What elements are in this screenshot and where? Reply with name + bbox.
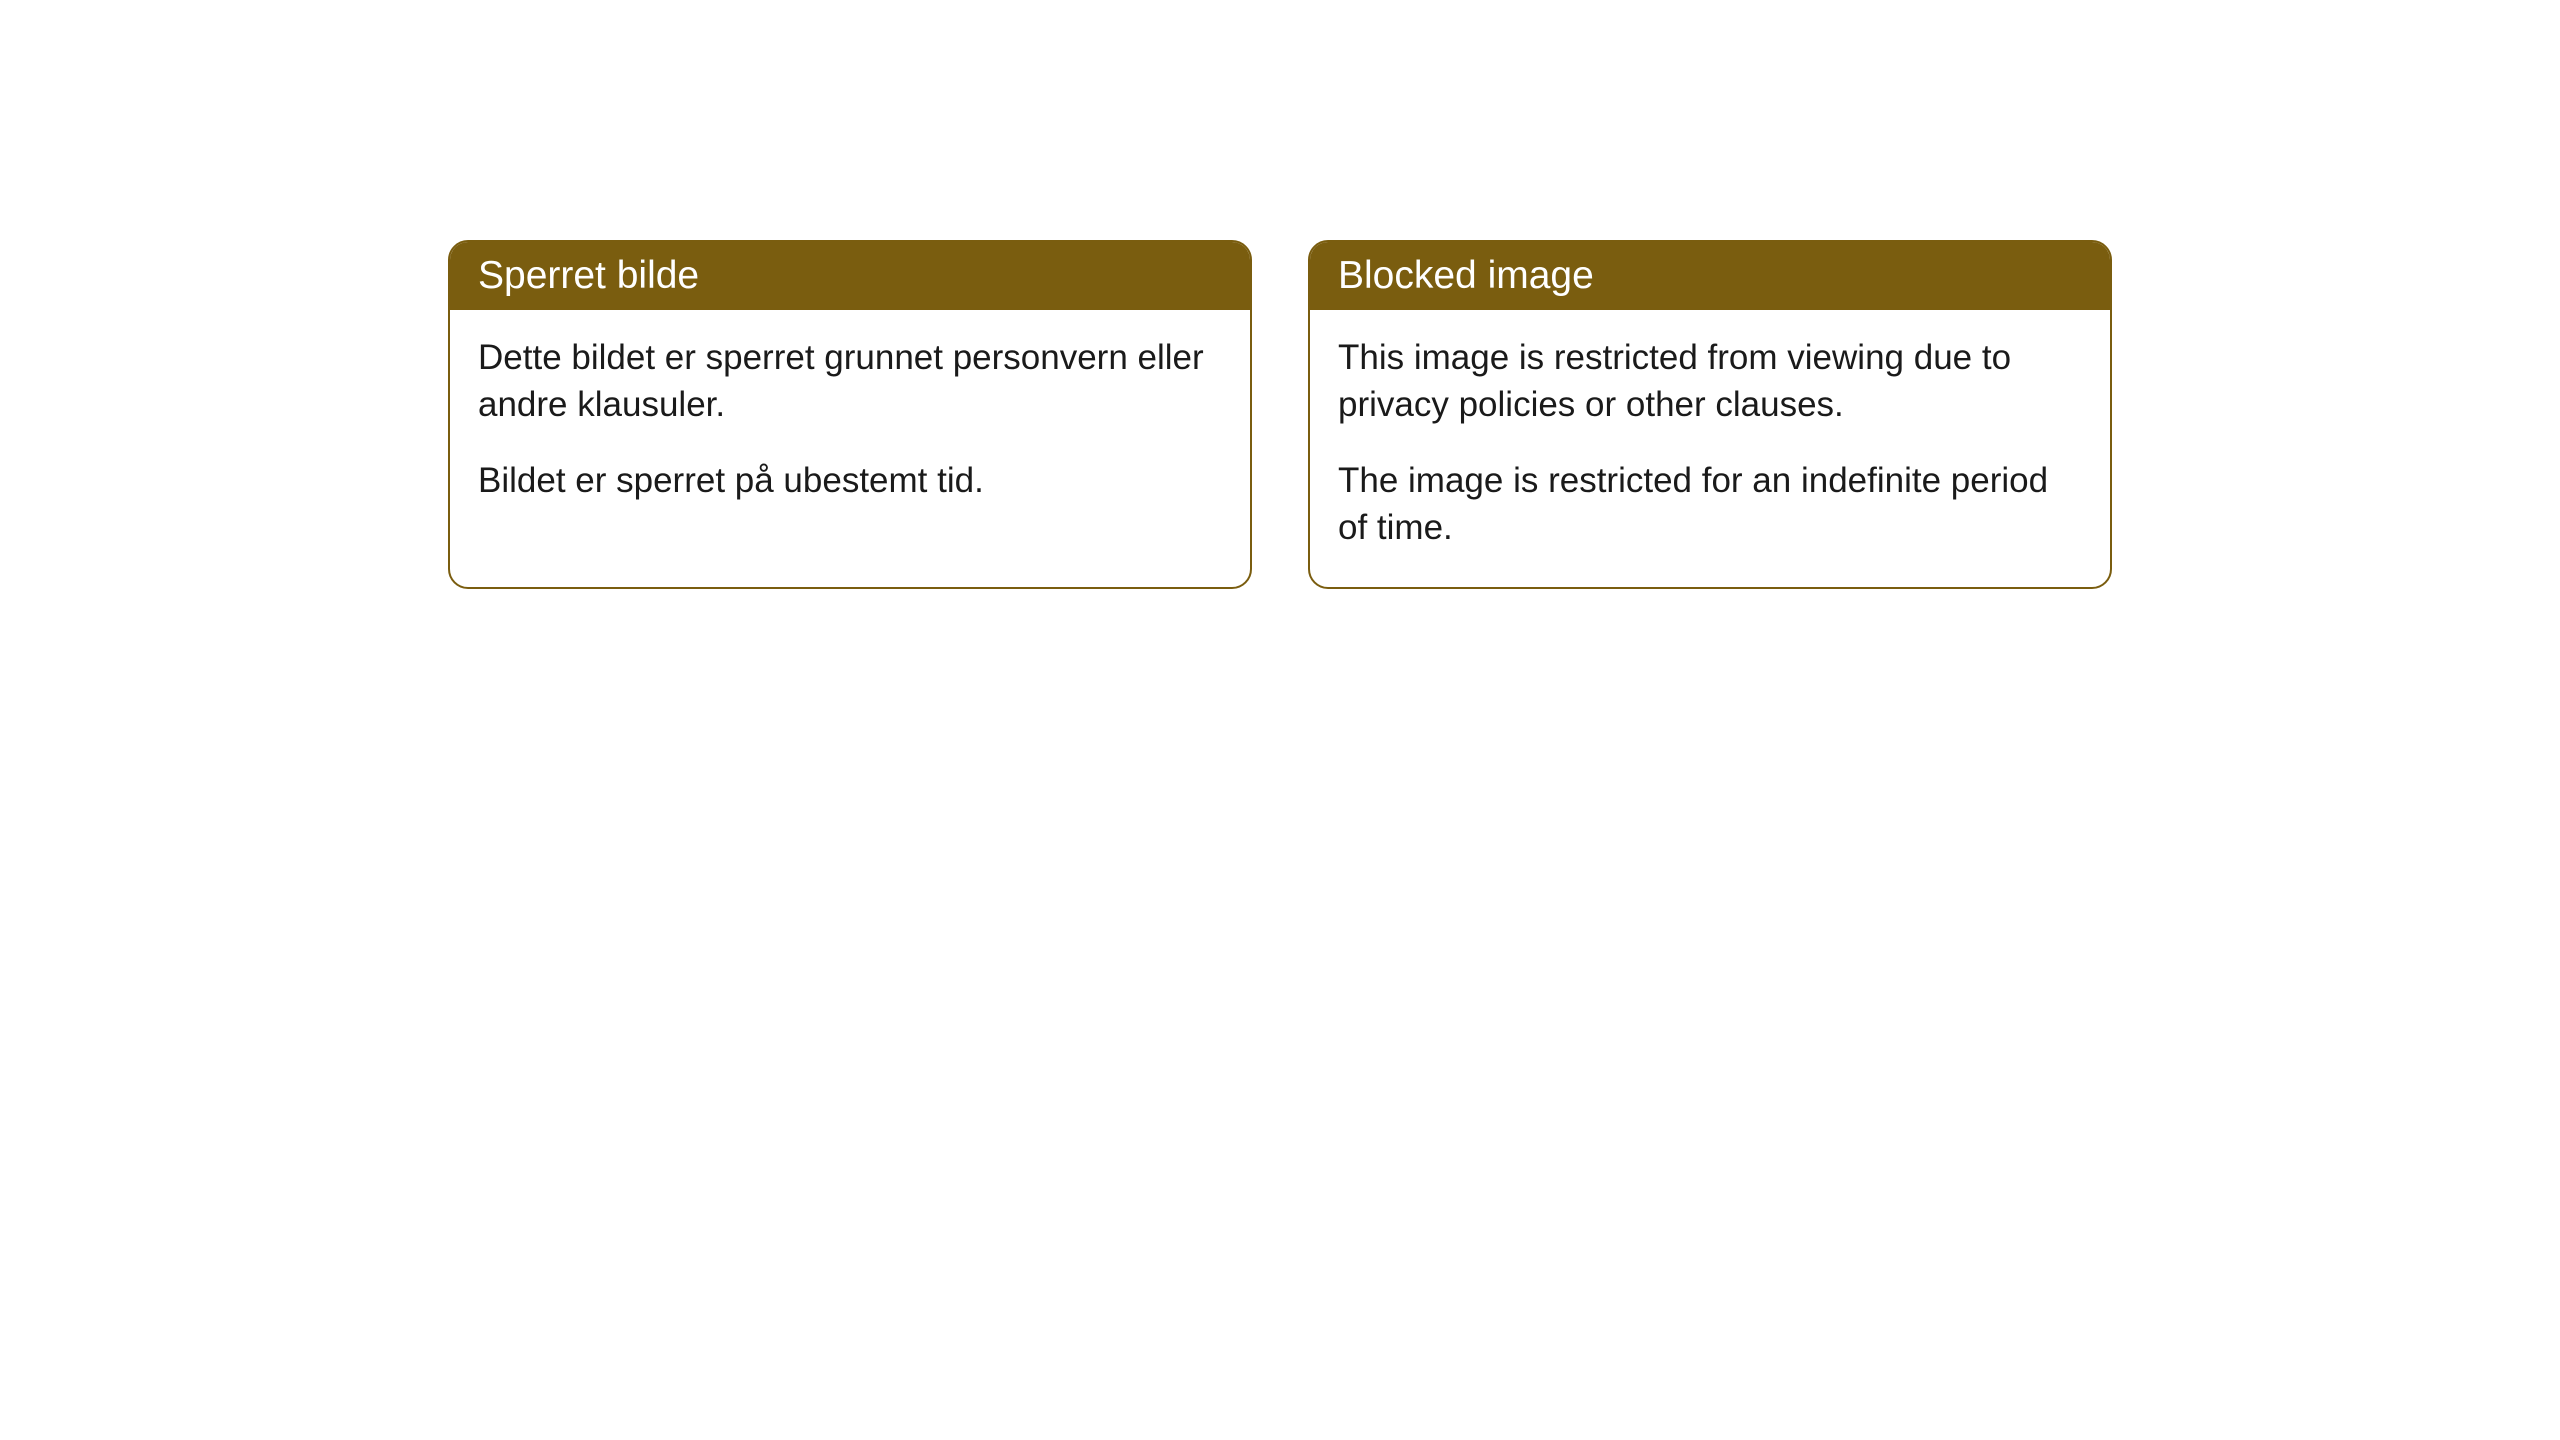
card-header-english: Blocked image [1310, 242, 2110, 310]
card-paragraph: The image is restricted for an indefinit… [1338, 457, 2082, 552]
card-body-norwegian: Dette bildet er sperret grunnet personve… [450, 310, 1250, 540]
card-paragraph: This image is restricted from viewing du… [1338, 334, 2082, 429]
blocked-image-card-norwegian: Sperret bilde Dette bildet er sperret gr… [448, 240, 1252, 589]
card-paragraph: Dette bildet er sperret grunnet personve… [478, 334, 1222, 429]
card-paragraph: Bildet er sperret på ubestemt tid. [478, 457, 1222, 504]
blocked-image-card-english: Blocked image This image is restricted f… [1308, 240, 2112, 589]
card-body-english: This image is restricted from viewing du… [1310, 310, 2110, 587]
card-title: Blocked image [1338, 254, 1594, 297]
card-header-norwegian: Sperret bilde [450, 242, 1250, 310]
card-title: Sperret bilde [478, 254, 699, 297]
cards-container: Sperret bilde Dette bildet er sperret gr… [0, 0, 2560, 589]
